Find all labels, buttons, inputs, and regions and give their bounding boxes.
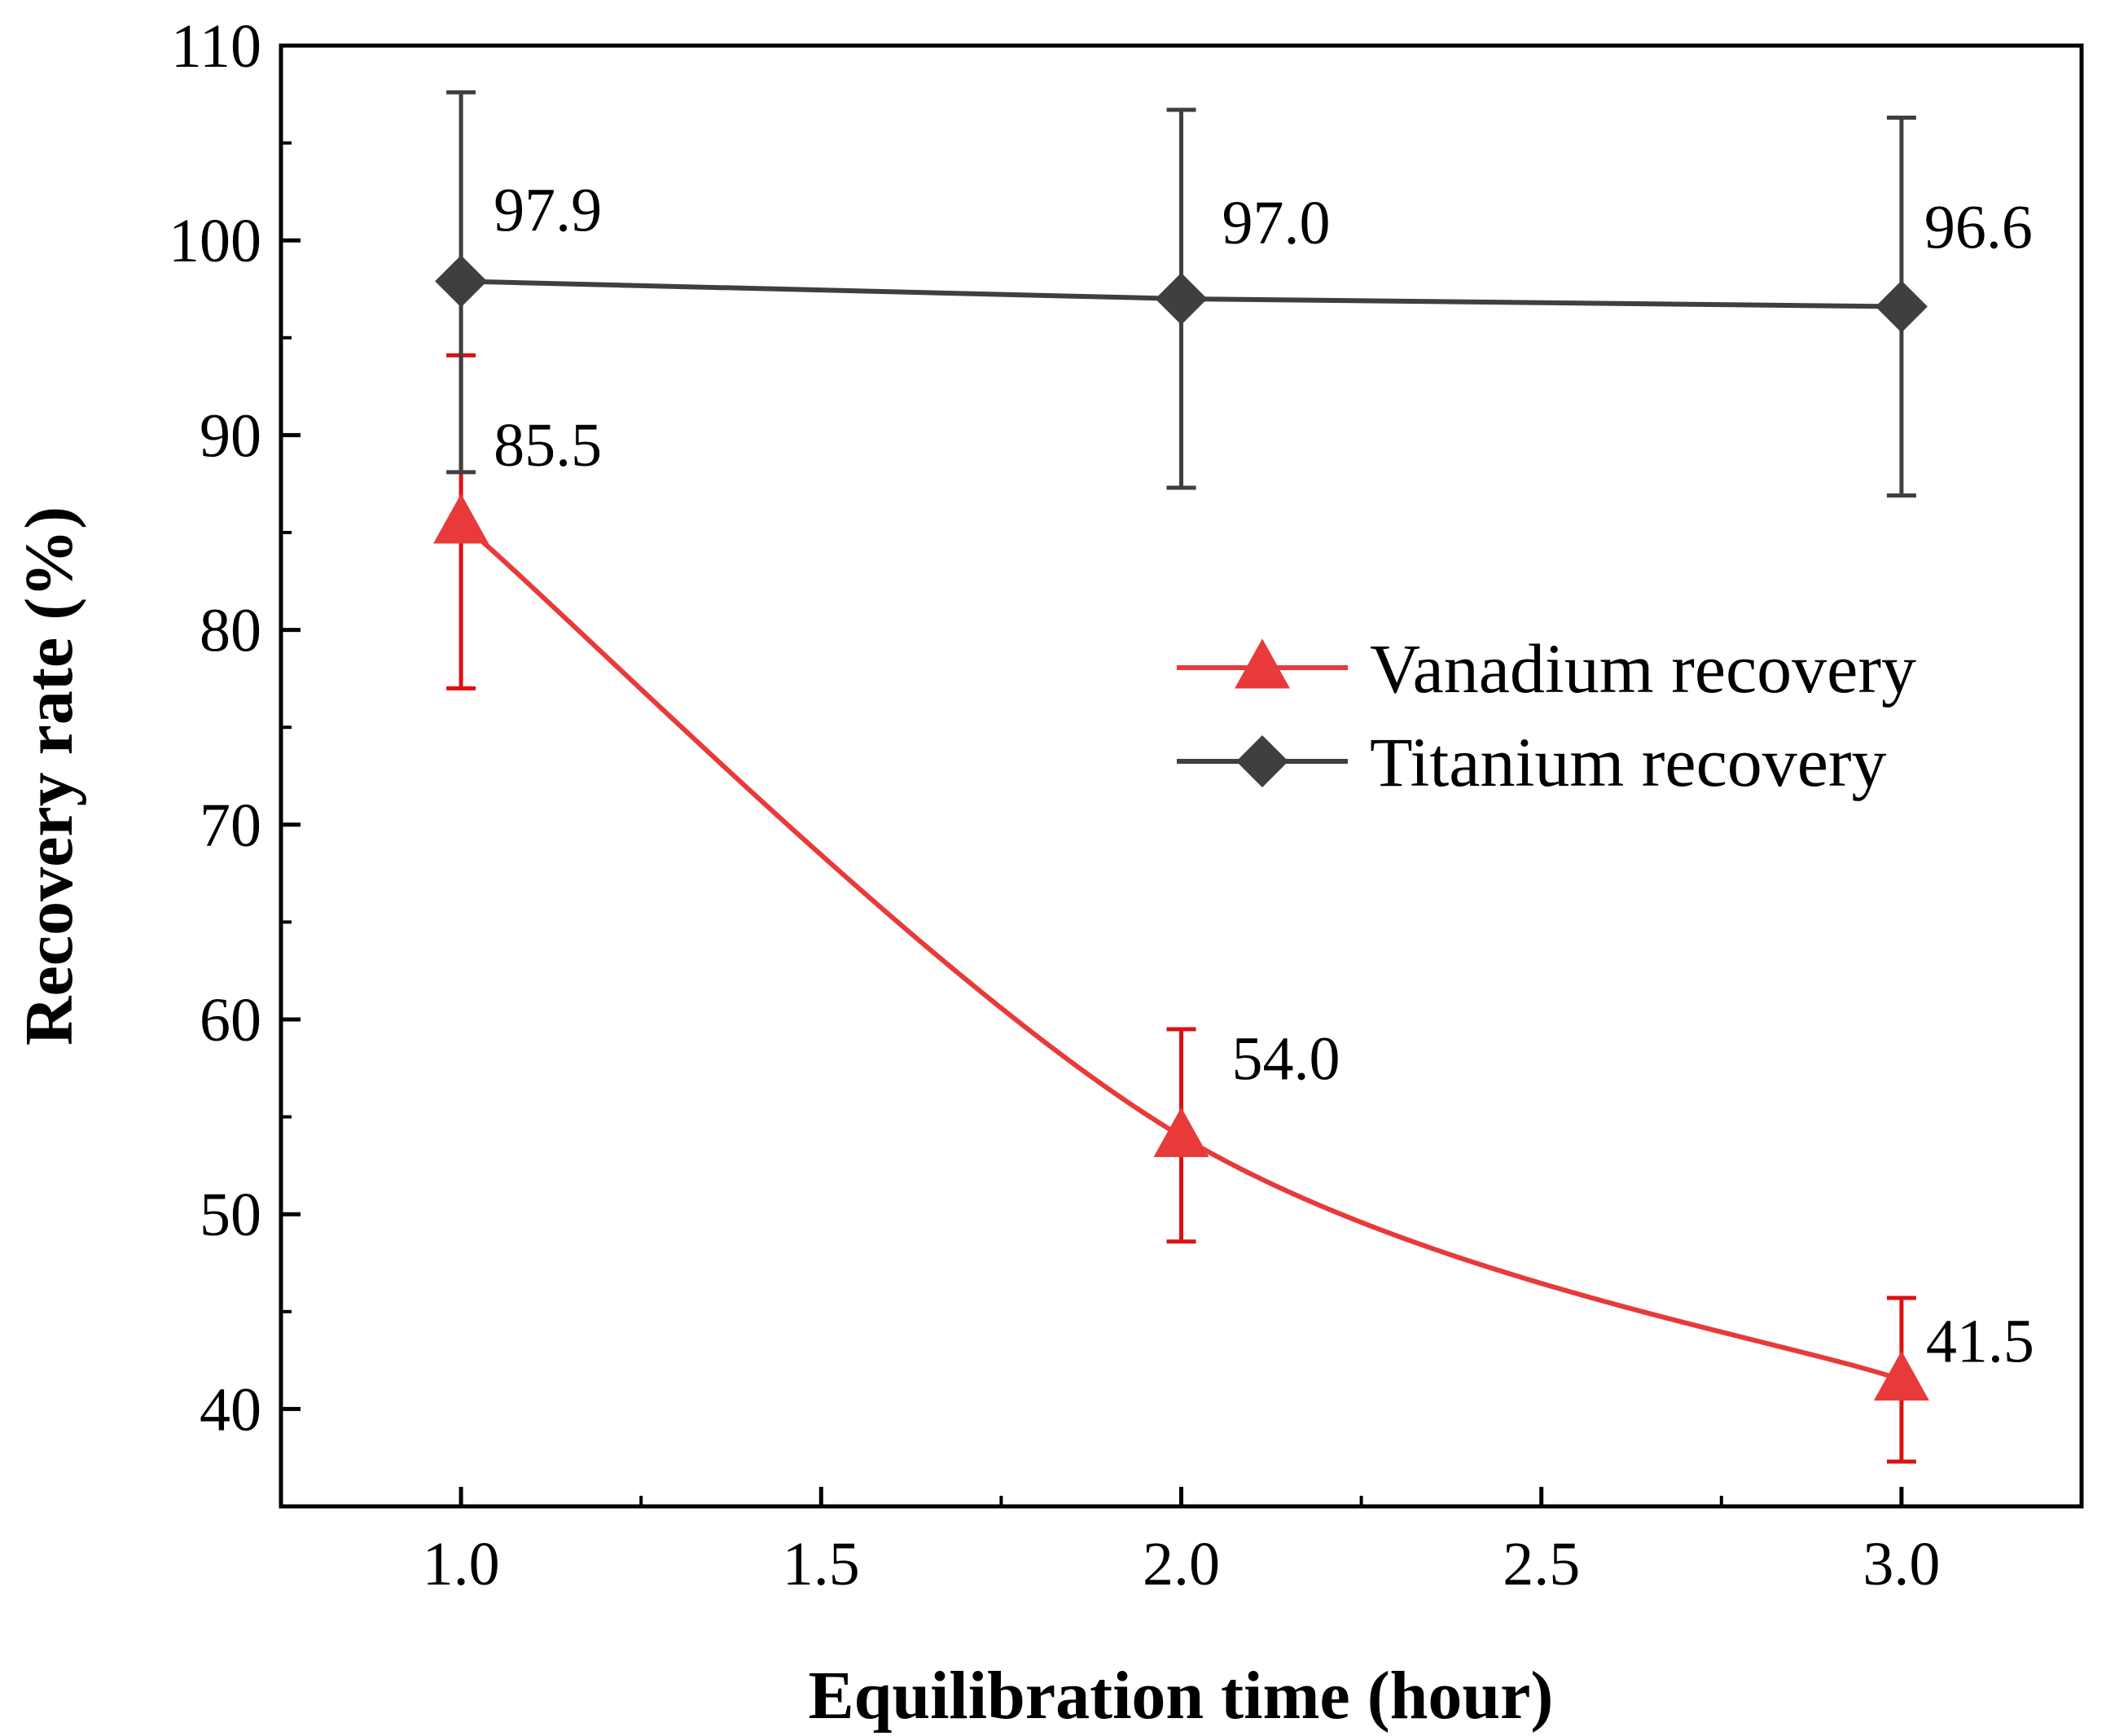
x-axis-title: Equilibration time (hour) — [809, 1658, 1554, 1734]
data-label: 41.5 — [1926, 1308, 2034, 1376]
y-tick-label: 110 — [171, 12, 261, 81]
y-tick-label: 90 — [200, 401, 261, 470]
legend-item-1: Titanium recovery — [1177, 723, 1887, 801]
data-label: 96.6 — [1924, 194, 2033, 262]
data-point-marker — [1873, 1350, 1929, 1401]
y-tick-label: 60 — [200, 986, 261, 1054]
data-label: 54.0 — [1232, 1025, 1340, 1094]
legend-marker — [1236, 735, 1288, 787]
legend-item-0: Vanadium recovery — [1177, 629, 1916, 708]
legend-label: Titanium recovery — [1370, 723, 1887, 801]
y-tick-label: 100 — [169, 207, 261, 275]
legend-label: Vanadium recovery — [1370, 629, 1916, 708]
data-point-marker — [435, 255, 488, 308]
data-point-marker — [1155, 272, 1208, 325]
x-tick-label: 1.0 — [423, 1530, 500, 1598]
x-tick-label: 3.0 — [1862, 1530, 1940, 1598]
x-tick-label: 2.5 — [1503, 1530, 1580, 1598]
y-tick-label: 80 — [200, 597, 261, 665]
series-layer: 85.5 54.0 41.5 97.9 97.0 96.6 — [433, 90, 2034, 1464]
data-point-marker — [1875, 280, 1928, 333]
series-line-0 — [459, 520, 1902, 1383]
data-point-marker — [1153, 1107, 1209, 1158]
x-tick-label: 1.5 — [783, 1530, 860, 1598]
data-label: 97.0 — [1222, 189, 1331, 257]
x-tick-label: 2.0 — [1143, 1530, 1220, 1598]
data-point-marker — [433, 493, 489, 544]
y-tick-label: 70 — [200, 791, 261, 860]
major-ticks — [281, 43, 1904, 1506]
minor-ticks — [281, 141, 1723, 1506]
tick-labels: 1.0 1.5 2.0 2.5 3.0 40 50 60 70 80 90 100 110 — [169, 12, 1940, 1598]
legend: Vanadium recovery Titanium recovery — [1177, 629, 1916, 801]
data-label: 97.9 — [494, 176, 602, 244]
y-tick-label: 40 — [200, 1375, 261, 1444]
y-axis-title: Recovery rate (%) — [11, 506, 87, 1046]
y-tick-label: 50 — [200, 1181, 261, 1249]
legend-marker — [1235, 638, 1290, 689]
plot-frame — [279, 43, 2084, 1509]
data-label: 85.5 — [494, 411, 602, 480]
